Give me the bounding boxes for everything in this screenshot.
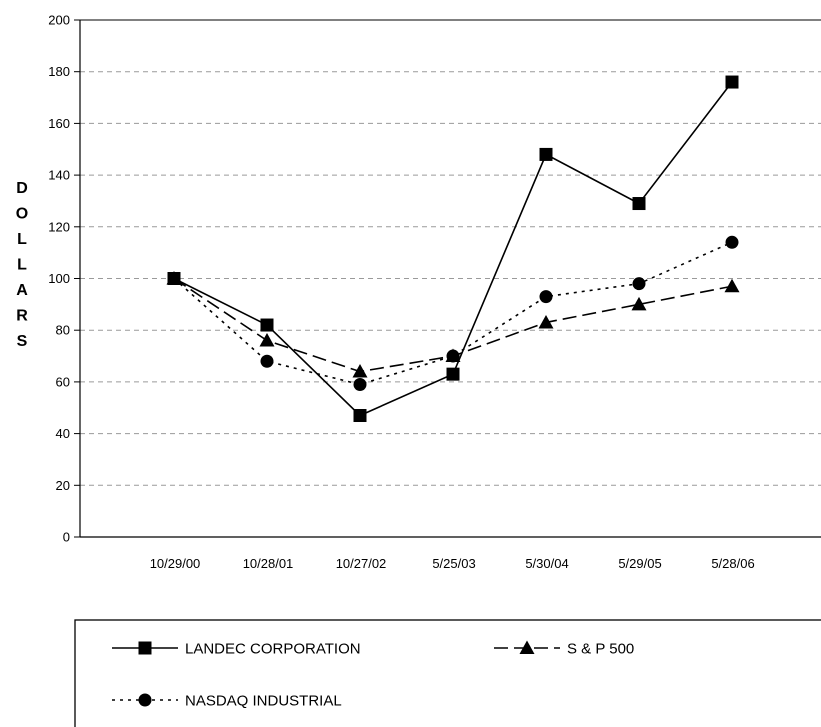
- y-tick-label: 160: [48, 116, 70, 131]
- y-tick-label: 200: [48, 13, 70, 28]
- grid-lines: [80, 19, 821, 486]
- data-point-triangle: [352, 364, 368, 378]
- data-point-triangle: [724, 278, 740, 293]
- legend-marker-square: [138, 641, 152, 655]
- x-tick-label: 5/25/03: [432, 556, 475, 571]
- legend-item: LANDEC CORPORATION: [112, 641, 361, 658]
- data-point-square: [632, 197, 646, 211]
- legend-box: [74, 619, 821, 727]
- data-point-circle: [725, 235, 739, 249]
- series-2: [167, 235, 739, 391]
- x-tick-labels: 10/29/00 10/28/01 10/27/02 5/25/03 5/30/04 5/…: [150, 556, 755, 571]
- legend-label: LANDEC CORPORATION: [185, 641, 361, 658]
- y-tick-label: 40: [56, 426, 70, 441]
- y-tick-label: 120: [48, 219, 70, 234]
- x-tick-label: 10/29/00: [150, 556, 201, 571]
- data-point-circle: [632, 277, 646, 291]
- y-axis-label-letter: R: [16, 308, 28, 325]
- series-line: [173, 81, 733, 417]
- data-point-circle: [353, 377, 367, 391]
- legend: LANDEC CORPORATION S & P 500 NASDAQ INDUST…: [74, 619, 821, 727]
- legend-label: S & P 500: [567, 641, 634, 658]
- x-tick-label: 10/28/01: [243, 556, 294, 571]
- data-point-circle: [260, 354, 274, 368]
- y-axis-label-letter: L: [17, 257, 27, 274]
- series-lines: [166, 75, 740, 423]
- data-point-square: [539, 147, 553, 161]
- legend-marker-triangle: [519, 640, 535, 654]
- data-point-square: [260, 318, 274, 332]
- y-tick-label: 20: [56, 478, 70, 493]
- data-point-triangle: [259, 333, 275, 347]
- data-point-circle: [167, 272, 181, 285]
- legend-item: NASDAQ INDUSTRIAL: [112, 693, 342, 710]
- data-point-triangle: [631, 296, 647, 311]
- data-point-circle: [446, 349, 460, 363]
- y-tick-labels: 0 20 40 60 80 100 120 140 160 180 200: [48, 13, 70, 545]
- y-axis-label-letter: A: [16, 282, 28, 299]
- y-tick-label: 100: [48, 271, 70, 286]
- y-tick-label: 80: [56, 323, 70, 338]
- legend-marker-circle: [138, 693, 152, 707]
- axes: [74, 19, 821, 538]
- y-tick-label: 140: [48, 168, 70, 183]
- data-point-square: [353, 409, 367, 423]
- series-line: [173, 241, 733, 386]
- data-point-square: [446, 367, 460, 381]
- legend-label: NASDAQ INDUSTRIAL: [185, 693, 342, 710]
- x-tick-label: 5/30/04: [525, 556, 568, 571]
- x-tick-label: 5/29/05: [618, 556, 661, 571]
- legend-item: S & P 500: [494, 640, 634, 658]
- data-point-circle: [539, 290, 553, 304]
- y-tick-label: 180: [48, 64, 70, 79]
- x-tick-label: 5/28/06: [711, 556, 754, 571]
- y-axis-label-letter: L: [17, 231, 27, 248]
- y-axis-label-letter: D: [16, 180, 28, 197]
- data-point-square: [725, 75, 739, 89]
- y-axis-label-letter: O: [16, 206, 28, 223]
- data-point-triangle: [538, 314, 554, 329]
- y-axis-label-letter: S: [17, 333, 28, 350]
- x-tick-label: 10/27/02: [336, 556, 387, 571]
- y-tick-label: 60: [56, 374, 70, 389]
- y-tick-label: 0: [63, 530, 70, 545]
- series-0: [167, 75, 739, 423]
